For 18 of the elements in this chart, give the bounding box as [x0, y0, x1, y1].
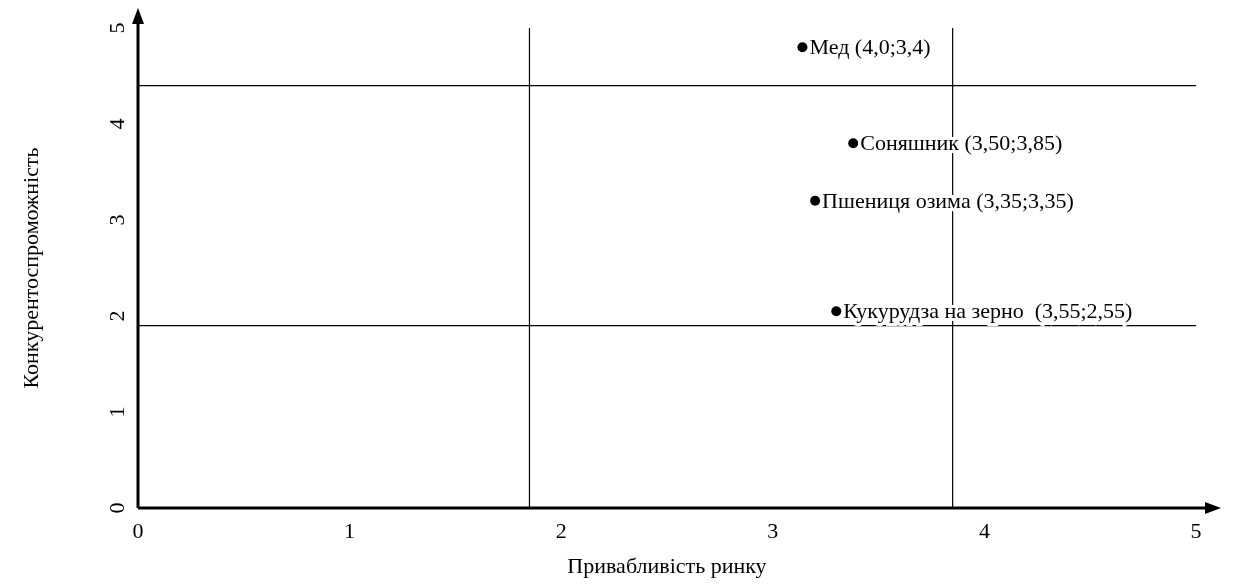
x-tick-label: 5	[1190, 518, 1202, 543]
y-tick-label: 1	[104, 406, 129, 418]
y-tick-label: 4	[104, 118, 129, 130]
y-tick-label: 0	[104, 502, 129, 514]
x-tick-label: 2	[555, 518, 567, 543]
point	[797, 42, 808, 53]
point	[848, 138, 859, 149]
y-tick-label: 2	[104, 310, 129, 322]
point	[831, 306, 842, 317]
x-tick-label: 1	[344, 518, 356, 543]
y-axis-title: Конкурентоспроможність	[18, 147, 43, 389]
y-tick-label: 5	[104, 22, 129, 34]
annotation: Мед (4,0;3,4)	[809, 34, 931, 60]
point	[810, 195, 821, 206]
x-axis-title: Привабливість ринку	[567, 553, 767, 578]
x-tick-label: 3	[767, 518, 779, 543]
y-tick-label: 3	[104, 214, 129, 226]
x-tick-label: 4	[978, 518, 990, 543]
